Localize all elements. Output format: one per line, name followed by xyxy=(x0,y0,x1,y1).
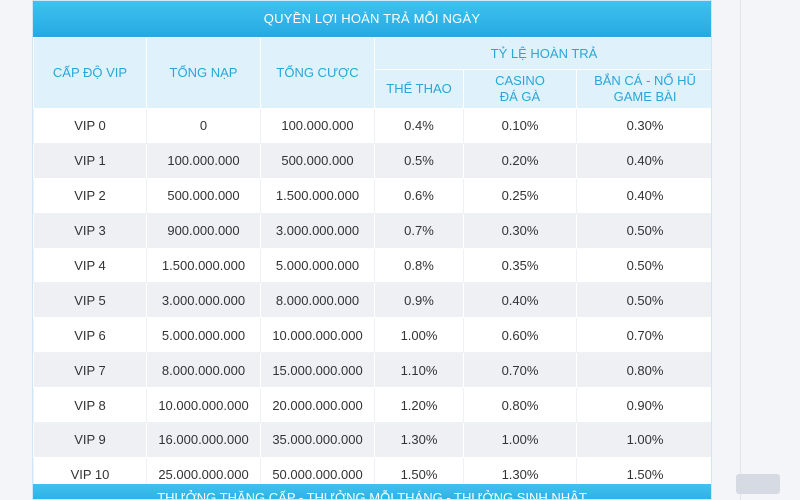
header-total-bet: TỔNG CƯỢC xyxy=(260,37,375,109)
footer-banner: THƯỞNG THĂNG CẤP - THƯỞNG MỖI THÁNG - TH… xyxy=(33,484,711,499)
header-vip-level: CẤP ĐỘ VIP xyxy=(33,37,147,109)
table-row: VIP 7 8.000.000.000 15.000.000.000 1.10% 0.7… xyxy=(33,352,711,389)
table-row: VIP 5 3.000.000.000 8.000.000.000 0.9% 0.40%… xyxy=(33,282,711,319)
cell-fish-slots-rate: 0.70% xyxy=(575,317,711,354)
cell-sports-rate: 0.5% xyxy=(374,142,464,179)
cell-vip-level: VIP 0 xyxy=(33,108,147,144)
table-row: VIP 6 5.000.000.000 10.000.000.000 1.00% 0.6… xyxy=(33,317,711,354)
cell-sports-rate: 0.4% xyxy=(374,108,464,144)
cell-total-deposit: 1.500.000.000 xyxy=(146,247,261,284)
cell-total-bet: 5.000.000.000 xyxy=(260,247,375,284)
cell-total-bet: 10.000.000.000 xyxy=(260,317,375,354)
cell-fish-slots-rate: 0.40% xyxy=(575,142,711,179)
cell-casino-rate: 0.20% xyxy=(463,142,577,179)
cell-total-deposit: 10.000.000.000 xyxy=(146,387,261,424)
cell-sports-rate: 1.00% xyxy=(374,317,464,354)
cell-vip-level: VIP 5 xyxy=(33,282,147,319)
table-body: VIP 0 0 100.000.000 0.4% 0.10% 0.30% VIP 1 100.… xyxy=(33,108,711,493)
header-fish-slots: BẮN CÁ - NỔ HŨ GAME BÀI xyxy=(575,69,711,109)
header-casino: CASINO ĐÁ GÀ xyxy=(463,69,577,109)
cell-fish-slots-rate: 0.40% xyxy=(575,177,711,214)
table-row: VIP 2 500.000.000 1.500.000.000 0.6% 0.25% 0.… xyxy=(33,177,711,214)
cell-casino-rate: 0.25% xyxy=(463,177,577,214)
cell-vip-level: VIP 9 xyxy=(33,422,147,458)
page-background-left xyxy=(0,0,32,500)
cell-sports-rate: 0.9% xyxy=(374,282,464,319)
cell-total-deposit: 8.000.000.000 xyxy=(146,352,261,389)
cell-fish-slots-rate: 0.50% xyxy=(575,247,711,284)
cell-vip-level: VIP 4 xyxy=(33,247,147,284)
cell-fish-slots-rate: 0.30% xyxy=(575,108,711,144)
cell-fish-slots-rate: 1.00% xyxy=(575,422,711,458)
cell-casino-rate: 0.40% xyxy=(463,282,577,319)
cell-total-bet: 8.000.000.000 xyxy=(260,282,375,319)
cell-total-bet: 100.000.000 xyxy=(260,108,375,144)
header-total-deposit: TỔNG NẠP xyxy=(146,37,261,109)
divider-line xyxy=(740,0,741,500)
cell-casino-rate: 1.00% xyxy=(463,422,577,458)
cell-total-bet: 35.000.000.000 xyxy=(260,422,375,458)
vip-rebate-table: CẤP ĐỘ VIP TỔNG NẠP TỔNG CƯỢC TỶ LỆ HOÀN… xyxy=(33,37,711,493)
cell-fish-slots-rate: 0.90% xyxy=(575,387,711,424)
header-sports: THỂ THAO xyxy=(374,69,464,109)
cell-sports-rate: 0.7% xyxy=(374,212,464,249)
cell-fish-slots-rate: 0.50% xyxy=(575,282,711,319)
cell-vip-level: VIP 2 xyxy=(33,177,147,214)
cell-casino-rate: 0.10% xyxy=(463,108,577,144)
corner-widget xyxy=(736,474,780,494)
cell-casino-rate: 0.35% xyxy=(463,247,577,284)
table-row: VIP 1 100.000.000 500.000.000 0.5% 0.20% 0.40… xyxy=(33,142,711,179)
cell-vip-level: VIP 7 xyxy=(33,352,147,389)
table-row: VIP 0 0 100.000.000 0.4% 0.10% 0.30% xyxy=(33,108,711,144)
table-header: CẤP ĐỘ VIP TỔNG NẠP TỔNG CƯỢC TỶ LỆ HOÀN… xyxy=(33,37,711,109)
cell-casino-rate: 0.80% xyxy=(463,387,577,424)
cell-total-deposit: 500.000.000 xyxy=(146,177,261,214)
panel-title: QUYỀN LỢI HOÀN TRẢ MỖI NGÀY xyxy=(33,1,711,37)
cell-total-deposit: 900.000.000 xyxy=(146,212,261,249)
cell-fish-slots-rate: 0.50% xyxy=(575,212,711,249)
cell-total-deposit: 3.000.000.000 xyxy=(146,282,261,319)
cell-sports-rate: 0.8% xyxy=(374,247,464,284)
cell-total-bet: 20.000.000.000 xyxy=(260,387,375,424)
cell-casino-rate: 0.30% xyxy=(463,212,577,249)
table-row: VIP 4 1.500.000.000 5.000.000.000 0.8% 0.35%… xyxy=(33,247,711,284)
cell-sports-rate: 1.10% xyxy=(374,352,464,389)
cell-sports-rate: 1.30% xyxy=(374,422,464,458)
cell-fish-slots-rate: 0.80% xyxy=(575,352,711,389)
cell-total-deposit: 0 xyxy=(146,108,261,144)
cell-total-deposit: 100.000.000 xyxy=(146,142,261,179)
cell-total-deposit: 16.000.000.000 xyxy=(146,422,261,458)
cell-vip-level: VIP 1 xyxy=(33,142,147,179)
header-casino-line1: CASINO xyxy=(495,73,545,88)
table-row: VIP 8 10.000.000.000 20.000.000.000 1.20% 0.… xyxy=(33,387,711,424)
table-row: VIP 3 900.000.000 3.000.000.000 0.7% 0.30% 0.… xyxy=(33,212,711,249)
cell-total-deposit: 5.000.000.000 xyxy=(146,317,261,354)
header-rebate-rate: TỶ LỆ HOÀN TRẢ xyxy=(373,37,711,70)
cell-casino-rate: 0.70% xyxy=(463,352,577,389)
cell-total-bet: 1.500.000.000 xyxy=(260,177,375,214)
cell-sports-rate: 1.20% xyxy=(374,387,464,424)
cell-total-bet: 15.000.000.000 xyxy=(260,352,375,389)
header-fish-line2: GAME BÀI xyxy=(613,89,677,104)
vip-rebate-panel: QUYỀN LỢI HOÀN TRẢ MỖI NGÀY CẤP ĐỘ VIP T… xyxy=(32,0,712,500)
cell-vip-level: VIP 3 xyxy=(33,212,147,249)
cell-vip-level: VIP 6 xyxy=(33,317,147,354)
cell-total-bet: 3.000.000.000 xyxy=(260,212,375,249)
cell-casino-rate: 0.60% xyxy=(463,317,577,354)
cell-total-bet: 500.000.000 xyxy=(260,142,375,179)
header-fish-line1: BẮN CÁ - NỔ HŨ xyxy=(594,73,696,88)
page-background-right xyxy=(710,0,800,500)
cell-sports-rate: 0.6% xyxy=(374,177,464,214)
cell-vip-level: VIP 8 xyxy=(33,387,147,424)
header-casino-line2: ĐÁ GÀ xyxy=(499,89,541,104)
table-row: VIP 9 16.000.000.000 35.000.000.000 1.30% 1.… xyxy=(33,422,711,458)
